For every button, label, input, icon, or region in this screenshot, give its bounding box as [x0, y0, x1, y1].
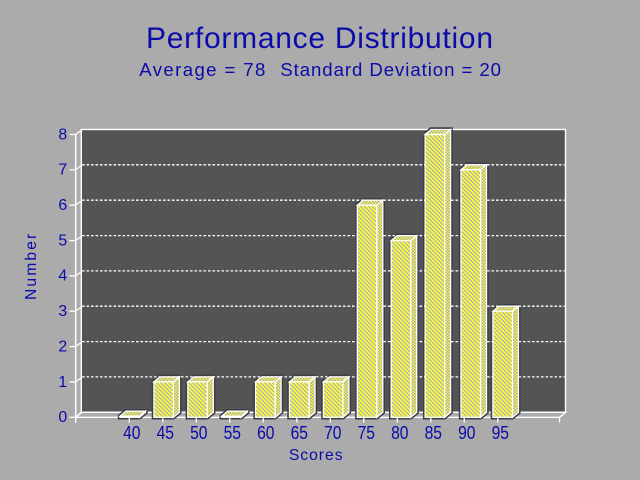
svg-text:Performance Distribution: Performance Distribution	[146, 22, 493, 55]
svg-text:2: 2	[58, 338, 67, 355]
svg-text:80: 80	[391, 422, 408, 443]
svg-text:Average = 78: Average = 78	[139, 59, 265, 80]
svg-text:90: 90	[458, 422, 475, 443]
svg-text:4: 4	[58, 268, 67, 285]
svg-text:60: 60	[257, 422, 274, 443]
svg-text:3: 3	[58, 303, 67, 320]
svg-text:8: 8	[58, 126, 67, 143]
svg-text:95: 95	[492, 422, 509, 443]
svg-text:Scores: Scores	[289, 447, 343, 464]
svg-text:Standard Deviation = 20: Standard Deviation = 20	[280, 59, 501, 80]
svg-text:55: 55	[224, 422, 241, 443]
svg-text:75: 75	[358, 422, 375, 443]
svg-text:50: 50	[190, 422, 207, 443]
svg-text:7: 7	[58, 162, 67, 179]
svg-text:40: 40	[123, 422, 140, 443]
svg-text:6: 6	[58, 197, 67, 214]
svg-text:70: 70	[324, 422, 341, 443]
svg-text:Number: Number	[23, 234, 40, 300]
svg-text:5: 5	[58, 232, 67, 249]
svg-text:0: 0	[58, 409, 67, 426]
svg-text:65: 65	[291, 422, 308, 443]
svg-text:85: 85	[425, 422, 442, 443]
svg-text:45: 45	[157, 422, 174, 443]
svg-text:1: 1	[58, 374, 67, 391]
